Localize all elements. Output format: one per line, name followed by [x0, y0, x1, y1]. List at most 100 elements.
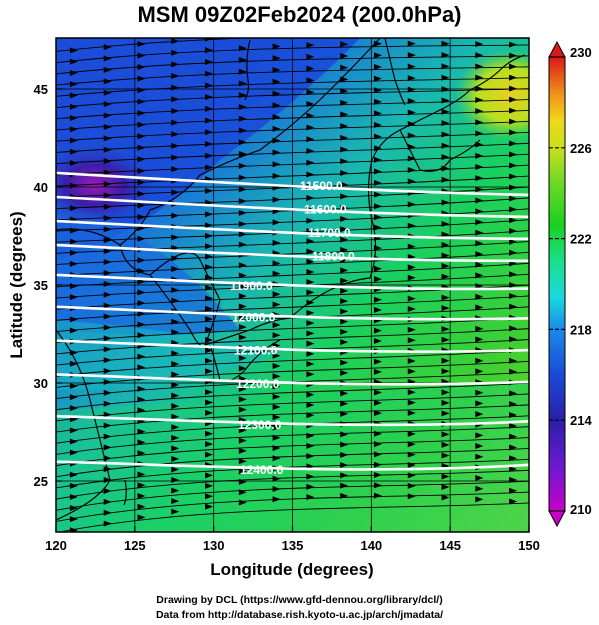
- wind-arrow: [509, 228, 518, 235]
- streamline: [56, 38, 261, 52]
- wind-arrow: [407, 52, 416, 59]
- wind-arrow: [171, 255, 180, 262]
- wind-arrow: [205, 117, 214, 124]
- wind-arrow: [475, 52, 484, 59]
- wind-arrow: [69, 58, 78, 65]
- wind-arrow: [475, 96, 484, 103]
- wind-arrow: [205, 451, 214, 458]
- wind-arrow: [475, 175, 484, 182]
- wind-arrow: [509, 368, 518, 375]
- wind-arrow: [509, 151, 518, 158]
- wind-arrow: [407, 326, 416, 333]
- wind-arrow: [373, 203, 382, 210]
- wind-arrow: [205, 409, 214, 416]
- wind-arrow: [69, 493, 78, 500]
- streamline: [56, 404, 529, 433]
- wind-arrow: [306, 494, 315, 501]
- wind-arrow: [407, 389, 416, 396]
- wind-arrow: [272, 404, 281, 411]
- height-contour: [56, 339, 529, 353]
- x-tick-label: 140: [360, 538, 382, 553]
- streamline: [56, 208, 529, 232]
- wind-arrow: [340, 359, 349, 366]
- wind-arrow: [509, 498, 518, 505]
- wind-arrow: [340, 226, 349, 233]
- wind-arrow: [103, 280, 112, 287]
- wind-arrow: [441, 40, 450, 47]
- wind-arrow: [171, 73, 180, 80]
- wind-arrow: [306, 248, 315, 255]
- x-tick-label: 135: [282, 538, 304, 553]
- wind-arrow: [103, 368, 112, 375]
- x-tick-label: 145: [439, 538, 461, 553]
- wind-arrow: [373, 52, 382, 59]
- wind-arrow: [69, 92, 78, 99]
- wind-arrow: [205, 94, 214, 101]
- wind-arrow: [171, 477, 180, 484]
- wind-arrow: [509, 476, 518, 483]
- colorbar-min-arrow: [548, 510, 566, 528]
- wind-arrow: [475, 272, 484, 279]
- wind-arrow: [103, 291, 112, 298]
- streamline: [56, 88, 529, 109]
- wind-arrow: [407, 337, 416, 344]
- wind-arrow: [340, 482, 349, 489]
- wind-arrow: [306, 53, 315, 60]
- wind-arrow: [171, 119, 180, 126]
- wind-arrow: [407, 166, 416, 173]
- wind-arrow: [205, 357, 214, 364]
- wind-arrow: [373, 307, 382, 314]
- wind-arrow: [69, 471, 78, 478]
- wind-arrow: [306, 320, 315, 327]
- wind-arrow: [137, 64, 146, 71]
- wind-arrow: [441, 336, 450, 343]
- wind-arrow: [509, 336, 518, 343]
- wind-arrow: [441, 74, 450, 81]
- wind-arrow: [441, 326, 450, 333]
- wind-arrow: [340, 123, 349, 130]
- wind-arrow: [475, 186, 484, 193]
- wind-arrow: [373, 98, 382, 105]
- wind-arrow: [137, 289, 146, 296]
- streamline: [56, 66, 529, 86]
- wind-arrow: [238, 406, 247, 413]
- wind-arrow: [272, 125, 281, 132]
- wind-arrow: [306, 391, 315, 398]
- wind-arrow: [509, 195, 518, 202]
- wind-arrow: [103, 269, 112, 276]
- streamline: [56, 251, 529, 277]
- wind-arrow: [205, 70, 214, 77]
- streamline: [56, 186, 529, 210]
- wind-arrow: [441, 97, 450, 104]
- wind-arrow: [306, 432, 315, 439]
- wind-arrow: [509, 96, 518, 103]
- wind-arrow: [103, 248, 112, 255]
- wind-arrow: [475, 443, 484, 450]
- streamline: [56, 197, 529, 221]
- streamline: [56, 175, 529, 198]
- wind-arrow: [137, 156, 146, 163]
- wind-arrow: [69, 316, 78, 323]
- wind-arrow: [441, 142, 450, 149]
- wind-arrow: [272, 321, 281, 328]
- wind-arrow: [137, 167, 146, 174]
- wind-arrow: [205, 503, 214, 510]
- wind-arrow: [69, 405, 78, 412]
- wind-arrow: [103, 237, 112, 244]
- wind-arrow: [238, 68, 247, 75]
- wind-arrow: [205, 232, 214, 239]
- wind-arrow: [273, 32, 281, 38]
- wind-arrow: [69, 260, 78, 267]
- wind-arrow: [238, 151, 247, 158]
- wind-arrow: [340, 99, 349, 106]
- wind-arrow: [373, 389, 382, 396]
- wind-arrow: [171, 382, 180, 389]
- wind-arrow: [238, 499, 247, 506]
- colorbar-tick-label: 218: [570, 322, 592, 337]
- wind-arrow: [475, 119, 484, 126]
- streamline: [56, 240, 529, 265]
- wind-arrow: [509, 282, 518, 289]
- wind-arrow: [340, 52, 349, 59]
- contour-label: 12400.0: [240, 463, 284, 477]
- wind-arrow: [238, 241, 247, 248]
